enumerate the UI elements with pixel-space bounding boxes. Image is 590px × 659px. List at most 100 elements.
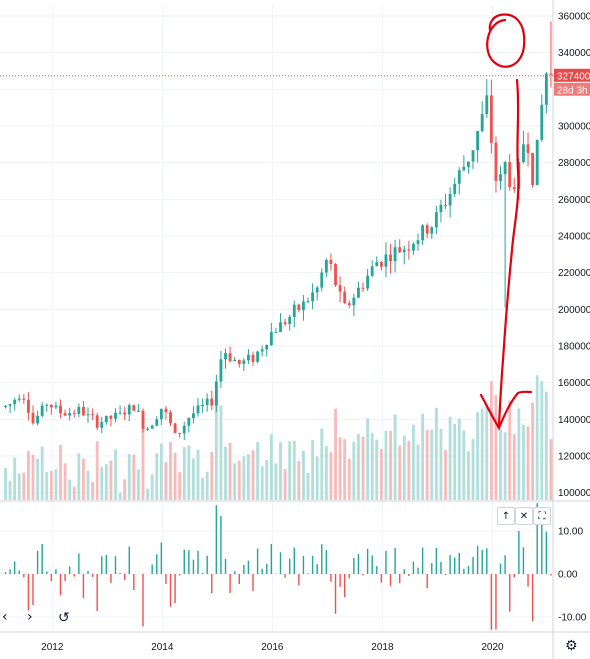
candle-body: [169, 412, 172, 424]
candle-body: [224, 353, 227, 360]
candle-body: [444, 204, 447, 206]
volume-bar: [522, 424, 525, 500]
volume-bar: [393, 414, 397, 500]
candle-body: [370, 266, 374, 276]
volume-bar: [187, 445, 191, 500]
candle-body: [127, 405, 131, 415]
candle-body: [467, 161, 470, 167]
candle-body: [357, 287, 360, 298]
volume-bar: [233, 463, 237, 500]
candle-body: [398, 247, 402, 253]
candle-body: [164, 408, 168, 413]
osc-tick-label: 10.00: [558, 527, 583, 538]
volume-bar: [549, 439, 553, 500]
volume-bar: [361, 436, 365, 500]
volume-bar: [292, 440, 296, 500]
candle-body: [320, 272, 324, 288]
volume-bar: [13, 457, 17, 500]
volume-bar: [412, 424, 415, 500]
candle-body: [82, 406, 85, 416]
volume-bar: [425, 430, 429, 500]
volume-bar: [306, 472, 310, 500]
candle-body: [434, 212, 438, 228]
volume-bar: [228, 442, 232, 500]
candle-body: [26, 399, 30, 413]
volume-bar: [430, 429, 434, 500]
candle-body: [279, 322, 282, 332]
volume-bar: [297, 461, 301, 500]
volume-bar: [494, 394, 498, 500]
candle-body: [123, 412, 127, 415]
gear-icon: ⚙: [565, 638, 578, 654]
price-tick-label: 140000: [558, 415, 590, 426]
maximize-pane-button[interactable]: ⛶: [533, 507, 551, 525]
volume-bar: [379, 449, 383, 500]
volume-bar: [288, 441, 292, 500]
candle-body: [72, 413, 76, 415]
price-tick-label: 100000: [558, 488, 590, 499]
volume-bar: [434, 407, 438, 500]
candle-body: [297, 304, 301, 311]
candle-body: [549, 73, 553, 75]
volume-bar: [315, 456, 319, 500]
candle-body: [407, 249, 411, 251]
candle-body: [118, 412, 122, 414]
candle-body: [100, 422, 104, 428]
volume-bar: [544, 391, 548, 500]
candle-body: [311, 292, 315, 302]
volume-bar: [535, 375, 539, 500]
candle-body: [104, 415, 108, 423]
volume-bar: [398, 445, 402, 500]
settings-button[interactable]: ⚙: [565, 638, 578, 654]
candle-body: [187, 418, 191, 426]
scroll-right-button[interactable]: ›: [27, 609, 33, 625]
candle-body: [412, 243, 415, 251]
candle-body: [40, 405, 44, 416]
candle-body: [526, 144, 530, 153]
volume-bar: [444, 449, 447, 500]
candle-body: [13, 399, 17, 405]
volume-bar: [8, 481, 12, 500]
volume-bar: [499, 429, 502, 500]
osc-tick-label: 0.00: [558, 570, 578, 581]
volume-bar: [467, 451, 470, 500]
reset-chart-button[interactable]: ↺: [58, 610, 70, 626]
candle-body: [247, 354, 250, 361]
candle-body: [182, 425, 186, 434]
candle-body: [379, 262, 383, 267]
scroll-left-button[interactable]: ‹: [2, 609, 8, 625]
volume-bar: [503, 432, 507, 500]
candle-body: [86, 414, 90, 416]
volume-bar: [82, 458, 85, 500]
price-tick-label: 280000: [558, 158, 590, 169]
candle-body: [31, 412, 35, 424]
volume-bar: [338, 437, 342, 500]
candle-body: [471, 150, 475, 162]
volume-bar: [517, 408, 521, 500]
candle-body: [421, 225, 425, 241]
move-up-button[interactable]: ↑: [497, 507, 515, 525]
candle-body: [63, 413, 67, 416]
up-arrow-icon: ↑: [501, 510, 511, 522]
candle-body: [512, 187, 516, 190]
volume-bar: [95, 441, 99, 500]
volume-bar: [265, 459, 269, 500]
candle-body: [352, 297, 356, 306]
volume-bar: [453, 423, 457, 500]
candle-body: [109, 415, 113, 419]
price-tick-label: 240000: [558, 232, 590, 243]
annotation-circle: [486, 13, 526, 68]
volume-bar: [347, 458, 351, 500]
time-tick-label: 2014: [151, 642, 174, 653]
close-pane-button[interactable]: ✕: [515, 507, 533, 525]
candle-body: [210, 398, 214, 406]
maximize-icon: ⛶: [538, 510, 546, 522]
volume-bar: [283, 468, 287, 500]
volume-bar: [334, 408, 337, 500]
volume-bar: [247, 454, 250, 500]
volume-bar: [352, 441, 356, 500]
volume-bar: [63, 463, 67, 500]
volume-bar: [219, 405, 223, 500]
volume-bar: [384, 430, 388, 500]
